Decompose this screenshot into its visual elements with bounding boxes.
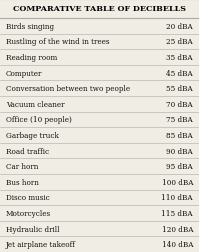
Text: 20 dBA: 20 dBA [166, 23, 193, 31]
Text: Vacuum cleaner: Vacuum cleaner [6, 100, 64, 108]
Text: 140 dBA: 140 dBA [162, 240, 193, 248]
Text: Birds singing: Birds singing [6, 23, 54, 31]
Text: 35 dBA: 35 dBA [166, 54, 193, 62]
Text: 100 dBA: 100 dBA [162, 178, 193, 186]
Text: Rustling of the wind in trees: Rustling of the wind in trees [6, 38, 109, 46]
Text: Bus horn: Bus horn [6, 178, 39, 186]
Text: Motorcycles: Motorcycles [6, 209, 51, 217]
Text: Car horn: Car horn [6, 163, 38, 171]
Text: Office (10 people): Office (10 people) [6, 116, 72, 124]
Text: 85 dBA: 85 dBA [166, 132, 193, 139]
Text: Garbage truck: Garbage truck [6, 132, 59, 139]
Text: 70 dBA: 70 dBA [166, 100, 193, 108]
Text: 120 dBA: 120 dBA [162, 225, 193, 233]
Text: 95 dBA: 95 dBA [166, 163, 193, 171]
Text: Computer: Computer [6, 69, 42, 77]
Text: Road traffic: Road traffic [6, 147, 49, 155]
Text: COMPARATIVE TABLE OF DECIBELLS: COMPARATIVE TABLE OF DECIBELLS [13, 6, 186, 13]
Text: Hydraulic drill: Hydraulic drill [6, 225, 60, 233]
Text: Jet airplane takeoff: Jet airplane takeoff [6, 240, 76, 248]
Text: 25 dBA: 25 dBA [166, 38, 193, 46]
Text: 90 dBA: 90 dBA [166, 147, 193, 155]
Text: Reading room: Reading room [6, 54, 57, 62]
Text: 45 dBA: 45 dBA [166, 69, 193, 77]
Text: 55 dBA: 55 dBA [166, 85, 193, 93]
Text: 115 dBA: 115 dBA [161, 209, 193, 217]
Text: 110 dBA: 110 dBA [161, 194, 193, 202]
Text: Disco music: Disco music [6, 194, 50, 202]
Text: 75 dBA: 75 dBA [166, 116, 193, 124]
Text: Conversation between two people: Conversation between two people [6, 85, 130, 93]
